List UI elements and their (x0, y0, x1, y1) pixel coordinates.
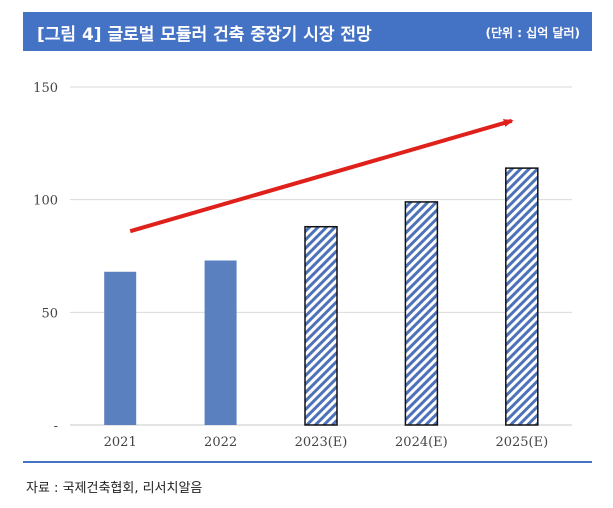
x-tick-label: 2024(E) (395, 435, 448, 450)
bar-chart: - 50 100 150 2021 2022 2023(E) 2024(E) 2025(E) (33, 81, 572, 450)
unit-label: (단위 : 십억 달러) (485, 26, 580, 40)
y-axis-ticks: - 50 100 150 (33, 81, 58, 434)
chart-title: [그림 4] 글로벌 모듈러 건축 중장기 시장 전망 (37, 25, 372, 45)
y-tick-label: 50 (41, 306, 58, 321)
footer-divider (23, 461, 592, 463)
trend-arrow-group (129, 118, 514, 234)
bar-2024e (404, 201, 439, 426)
bar-2022 (204, 260, 237, 425)
x-axis-ticks: 2021 2022 2023(E) 2024(E) 2025(E) (104, 435, 549, 450)
bar-2021 (104, 271, 137, 425)
trend-arrow (129, 118, 514, 234)
x-tick-label: 2022 (204, 435, 237, 450)
x-tick-label: 2021 (104, 435, 137, 450)
bar-2025e (505, 167, 539, 426)
x-tick-label: 2025(E) (495, 435, 548, 450)
x-tick-label: 2023(E) (295, 435, 348, 450)
y-tick-label: 100 (33, 194, 58, 209)
chart-header-bar: [그림 4] 글로벌 모듈러 건축 중장기 시장 전망 (단위 : 십억 달러) (23, 12, 592, 51)
y-tick-label: - (54, 419, 58, 434)
source-note: 자료 : 국제건축협회, 리서치알음 (26, 481, 203, 496)
y-tick-label: 150 (33, 81, 58, 96)
bars (104, 167, 539, 426)
bar-2023e (304, 225, 338, 426)
